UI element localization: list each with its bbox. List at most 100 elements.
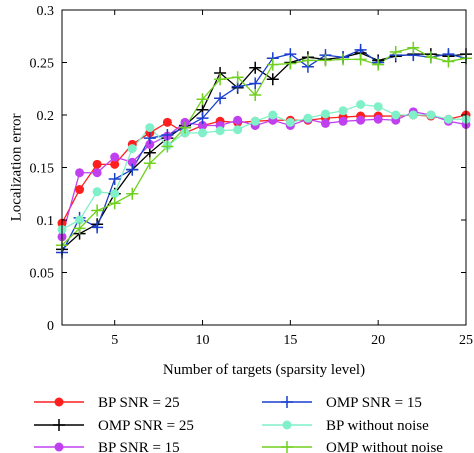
data-point (249, 61, 262, 74)
data-point (303, 113, 313, 123)
data-point (249, 77, 262, 90)
data-point (110, 159, 120, 169)
data-point (92, 159, 102, 169)
data-point (250, 116, 260, 126)
data-point (161, 140, 174, 153)
series-line-bp-snr-25 (61, 114, 467, 224)
x-tick-label: 15 (283, 333, 297, 348)
legend-label: OMP SNR = 25 (98, 418, 194, 434)
series-points-bp-without-noise (57, 100, 471, 234)
data-point (354, 53, 367, 66)
data-point (442, 55, 455, 68)
legend-item-omp-without-noise: OMP without noise (262, 440, 443, 453)
legend-marker (282, 420, 292, 430)
data-point (268, 110, 278, 120)
series-points-omp-snr-25 (56, 47, 472, 256)
plot-markers (56, 41, 472, 259)
data-point (161, 128, 174, 141)
data-point (198, 121, 208, 130)
legend-marker (53, 419, 65, 431)
data-point (91, 204, 104, 217)
data-point (145, 139, 155, 149)
y-tick-label: 0.1 (37, 214, 55, 229)
data-point (408, 110, 418, 120)
y-tick-label: 0.2 (37, 109, 55, 124)
legend-marker (54, 397, 64, 407)
data-point (285, 117, 295, 127)
data-point (373, 114, 383, 124)
data-point (145, 123, 155, 133)
data-point (75, 185, 85, 195)
data-point (126, 187, 139, 200)
legend-marker (281, 396, 293, 408)
y-axis-title: Localization error (8, 114, 24, 222)
y-tick-label: 0 (47, 319, 54, 334)
data-point (338, 106, 348, 116)
data-point (320, 118, 330, 128)
data-point (426, 110, 436, 120)
data-point (75, 168, 85, 178)
legend-label: BP without noise (326, 418, 429, 434)
series-points-bp-snr-25 (57, 110, 471, 228)
y-tick-label: 0.25 (30, 57, 55, 72)
data-point (337, 53, 350, 66)
data-point (284, 57, 297, 70)
data-point (127, 157, 137, 167)
data-point (92, 187, 102, 197)
data-point (110, 152, 120, 162)
legend-item-bp-snr-15: BP SNR = 15 (34, 440, 180, 453)
data-point (231, 71, 244, 84)
series-points-omp-snr-15 (56, 43, 472, 259)
data-point (108, 173, 121, 186)
data-point (424, 51, 437, 64)
data-point (126, 163, 139, 176)
legend-label: OMP SNR = 15 (326, 395, 422, 411)
legend-item-bp-without-noise: BP without noise (262, 418, 429, 434)
data-point (214, 73, 227, 86)
legend-item-bp-snr-25: BP SNR = 25 (34, 395, 180, 411)
x-axis-title: Number of targets (sparsity level) (163, 362, 365, 378)
legend-label: BP SNR = 25 (98, 395, 180, 411)
legend-label: OMP without noise (326, 440, 443, 453)
data-point (233, 125, 243, 135)
plot-lines (61, 47, 467, 253)
series-points-bp-snr-15 (57, 107, 471, 242)
legend-marker (54, 442, 64, 452)
x-tick-label: 5 (111, 333, 118, 348)
y-tick-label: 0.3 (37, 4, 55, 19)
data-point (215, 126, 225, 136)
data-point (389, 46, 402, 58)
plot-frame (61, 9, 467, 326)
data-point (108, 197, 121, 210)
legend-item-omp-snr-15: OMP SNR = 15 (262, 395, 422, 411)
data-point (301, 54, 314, 67)
x-tick-label: 20 (371, 333, 385, 348)
y-tick-label: 0.05 (30, 267, 55, 282)
data-point (319, 54, 332, 67)
series-line-omp-without-noise (61, 47, 467, 246)
data-point (356, 115, 366, 125)
data-point (73, 222, 86, 235)
y-tick-label: 0.15 (30, 162, 55, 177)
data-point (373, 102, 383, 112)
data-point (143, 157, 156, 170)
data-point (91, 221, 104, 234)
data-point (196, 93, 209, 106)
data-point (443, 114, 453, 124)
data-point (75, 215, 85, 225)
data-point (143, 132, 156, 145)
data-point (356, 100, 366, 109)
legend: BP SNR = 25 OMP SNR = 25 BP SNR = 15 OMP SN… (34, 395, 443, 453)
data-point (233, 115, 243, 125)
x-tick-label: 25 (459, 333, 473, 348)
data-point (391, 110, 401, 120)
x-tick-label: 10 (196, 333, 210, 348)
data-point (196, 112, 209, 125)
data-point (320, 109, 330, 119)
legend-marker (281, 441, 293, 453)
series-points-omp-without-noise (56, 41, 472, 252)
data-point (407, 41, 420, 54)
data-point (372, 58, 385, 71)
data-point (92, 168, 102, 178)
